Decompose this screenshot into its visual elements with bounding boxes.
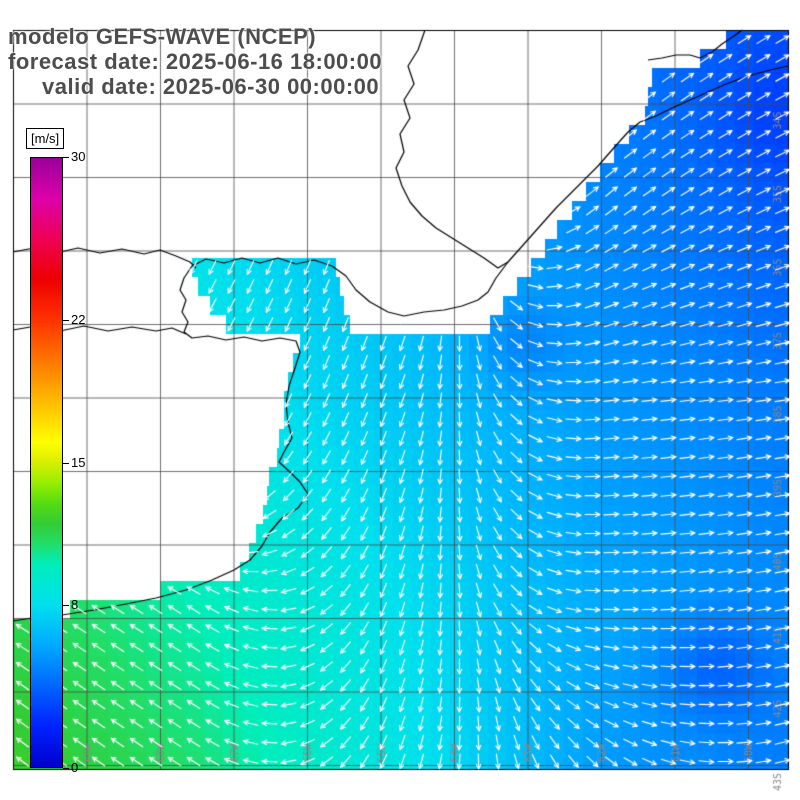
- colorbar: [30, 157, 63, 768]
- title-block: modelo GEFS-WAVE (NCEP) forecast date: 2…: [8, 24, 382, 99]
- colorbar-tick-mark: [63, 320, 69, 321]
- valid-date: valid date: 2025-06-30 00:00:00: [42, 74, 380, 99]
- colorbar-unit-label: [m/s]: [26, 128, 65, 149]
- colorbar-tick-mark: [63, 605, 69, 606]
- colorbar-tick-mark: [63, 768, 69, 769]
- colorbar-tick-label: 30: [71, 149, 86, 164]
- colorbar-tick-mark: [63, 463, 69, 464]
- colorbar-tick-mark: [63, 157, 69, 158]
- model-name: modelo GEFS-WAVE (NCEP): [8, 24, 317, 49]
- colorbar-tick-label: 8: [71, 597, 79, 612]
- forecast-date: forecast date: 2025-06-16 18:00:00: [8, 49, 383, 74]
- colorbar-tick-label: 15: [71, 455, 86, 470]
- colorbar-tick-label: 22: [71, 312, 86, 327]
- colorbar-tick-label: 0: [71, 760, 79, 775]
